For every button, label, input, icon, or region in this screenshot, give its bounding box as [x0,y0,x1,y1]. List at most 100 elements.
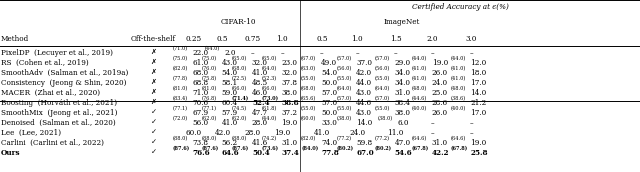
Text: 28.0: 28.0 [244,129,261,137]
Text: (64.6): (64.6) [412,136,427,141]
Text: 26.0: 26.0 [432,109,448,117]
Text: 50.4: 50.4 [252,149,269,157]
Text: 29.0: 29.0 [395,59,411,67]
Text: Carlini  (Carlini et al., 2022): Carlini (Carlini et al., 2022) [1,139,104,147]
Text: 14.0: 14.0 [470,89,486,97]
Text: 38.0: 38.0 [282,89,298,97]
Text: 41.0: 41.0 [252,69,268,77]
Text: 1.0: 1.0 [276,35,288,43]
Text: Lee  (Lee, 2021): Lee (Lee, 2021) [1,129,61,137]
Text: (41.0): (41.0) [450,76,465,81]
Text: 31.0: 31.0 [395,89,411,97]
Text: 33.0: 33.0 [321,119,337,127]
Text: ✗: ✗ [150,99,157,105]
Text: (55.0): (55.0) [336,76,351,81]
Text: (55.0): (55.0) [374,76,390,81]
Text: SmoothAdv  (Salman et al., 2019a): SmoothAdv (Salman et al., 2019a) [1,69,128,77]
Text: (55.0): (55.0) [336,106,351,111]
Text: (84.0): (84.0) [301,146,318,151]
Text: (80.2): (80.2) [336,146,353,151]
Text: MACER  (Zhai et al., 2020): MACER (Zhai et al., 2020) [1,89,100,97]
Text: Boosting  (Horváth et al., 2021): Boosting (Horváth et al., 2021) [1,99,116,107]
Text: 18.0: 18.0 [470,69,486,77]
Text: 32.0: 32.0 [252,59,268,67]
Text: (61.8): (61.8) [261,106,276,111]
Text: 38.8: 38.8 [282,99,299,107]
Text: (52.3): (52.3) [261,76,276,81]
Text: Ours: Ours [1,149,20,157]
Text: 0.75: 0.75 [244,35,261,43]
Text: 38.4: 38.4 [395,99,411,107]
Text: (77.8): (77.8) [172,76,188,81]
Text: Denoised  (Salman et al., 2020): Denoised (Salman et al., 2020) [1,119,115,127]
Text: 67.9: 67.9 [193,109,209,117]
Text: (77.1): (77.1) [172,106,188,111]
Text: (66.0): (66.0) [232,86,247,91]
Text: (44.0): (44.0) [261,116,276,121]
Text: (38.0): (38.0) [378,116,392,121]
Text: (38.6): (38.6) [450,96,465,101]
Text: 60.4: 60.4 [222,99,238,107]
Text: (75.8): (75.8) [202,76,217,81]
Text: 31.0: 31.0 [282,139,298,147]
Text: (76.0): (76.0) [202,66,217,71]
Text: 74.0: 74.0 [321,139,337,147]
Text: 41.6: 41.6 [252,139,268,147]
Text: 54.0: 54.0 [321,69,337,77]
Text: 46.0: 46.0 [252,89,268,97]
Text: (73.0): (73.0) [261,96,278,101]
Text: 37.0: 37.0 [356,59,372,67]
Text: CIFAR-10: CIFAR-10 [220,18,256,26]
Text: (81.0): (81.0) [172,86,188,91]
Text: –: – [251,49,255,57]
Text: (40.0): (40.0) [450,106,465,111]
Text: (41.0): (41.0) [450,66,465,71]
Text: –: – [431,129,435,137]
Text: (57.0): (57.0) [374,96,390,101]
Text: PixelDP  (Lecuyer et al., 2019): PixelDP (Lecuyer et al., 2019) [1,49,113,57]
Text: 49.0: 49.0 [321,59,337,67]
Text: –: – [469,129,473,137]
Text: (77.1): (77.1) [202,106,217,111]
Text: 14.0: 14.0 [356,119,372,127]
Text: 25.0: 25.0 [432,89,448,97]
Text: 44.0: 44.0 [356,79,372,87]
Text: 56.2: 56.2 [222,139,238,147]
Text: 70.6: 70.6 [193,99,209,107]
Text: 57.0: 57.0 [321,89,337,97]
Text: (55.0): (55.0) [301,76,316,81]
Text: 1.0: 1.0 [351,35,363,43]
Text: 68.8: 68.8 [193,79,209,87]
Text: (68.0): (68.0) [232,66,247,71]
Text: (60.0): (60.0) [301,116,316,121]
Text: ✗: ✗ [150,59,157,65]
Text: –: – [431,49,435,57]
Text: 56.0: 56.0 [193,119,209,127]
Text: 60.0: 60.0 [185,129,202,137]
Text: 54.6: 54.6 [395,149,412,157]
Text: 41.0: 41.0 [222,119,238,127]
Text: (67.0): (67.0) [301,56,316,61]
Text: 22.0: 22.0 [193,49,209,57]
Text: 0.25: 0.25 [185,35,202,43]
Text: 43.0: 43.0 [356,109,372,117]
Text: (74.5): (74.5) [232,106,247,111]
Text: (65.0): (65.0) [261,56,276,61]
Text: (66.0): (66.0) [261,86,276,91]
Text: 17.0: 17.0 [470,79,486,87]
Text: (72.0): (72.0) [172,116,188,121]
Text: 58.1: 58.1 [222,79,238,87]
Text: 42.2: 42.2 [432,149,449,157]
Text: 67.0: 67.0 [356,149,374,157]
Text: (74.2): (74.2) [261,136,276,141]
Text: (64.0): (64.0) [336,86,351,91]
Text: 23.0: 23.0 [282,59,298,67]
Text: 17.0: 17.0 [470,109,486,117]
Text: (87.6): (87.6) [232,146,249,151]
Text: 59.0: 59.0 [222,89,238,97]
Text: 48.5: 48.5 [252,79,268,87]
Text: 61.0: 61.0 [193,59,209,67]
Text: 19.0: 19.0 [282,119,298,127]
Text: (67.8): (67.8) [450,146,467,151]
Text: 77.8: 77.8 [321,149,339,157]
